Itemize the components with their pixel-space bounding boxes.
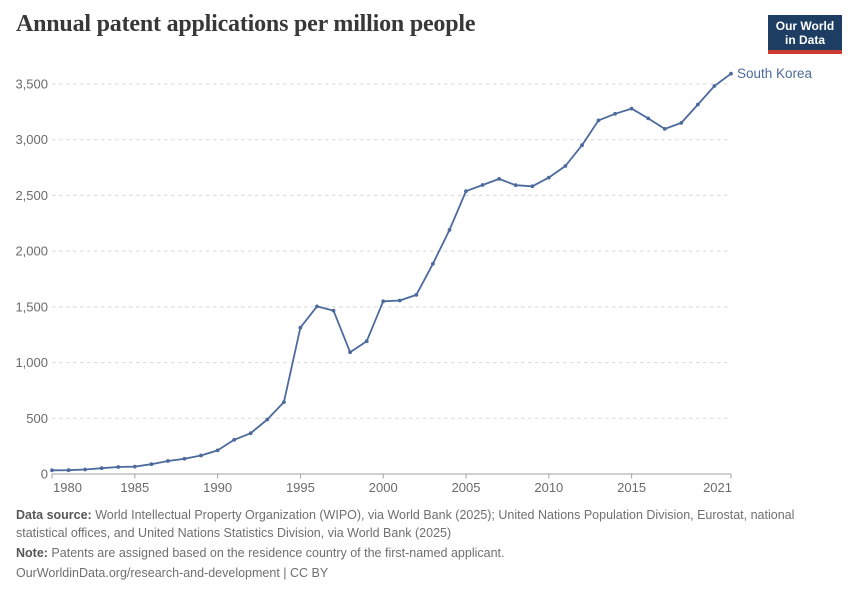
y-axis-labels: 0 500 1,000 1,500 2,000 2,500 3,000 3,500 (15, 77, 48, 482)
data-point[interactable] (662, 126, 667, 131)
data-point[interactable] (282, 400, 286, 404)
y-tick-label: 0 (41, 467, 48, 482)
data-point[interactable] (679, 121, 684, 125)
data-point[interactable] (99, 466, 104, 471)
data-point[interactable] (265, 417, 270, 422)
data-point[interactable] (431, 261, 435, 266)
x-tick-label: 2021 (703, 480, 732, 495)
chart-footer: Data source: World Intellectual Property… (16, 507, 834, 585)
data-point[interactable] (696, 102, 700, 107)
y-tick-label: 1,500 (15, 299, 48, 314)
data-point[interactable] (232, 437, 237, 442)
y-tick-label: 1,000 (15, 355, 48, 370)
data-point[interactable] (331, 308, 336, 313)
data-point[interactable] (563, 164, 568, 168)
data-point[interactable] (596, 118, 601, 123)
data-point[interactable] (215, 448, 220, 453)
data-point[interactable] (315, 304, 319, 309)
entity-label[interactable]: South Korea (737, 66, 813, 81)
data-point[interactable] (50, 468, 54, 473)
note-label: Note: (16, 545, 48, 560)
data-point[interactable] (248, 431, 253, 436)
note-text: Patents are assigned based on the reside… (47, 545, 505, 560)
data-point[interactable] (530, 184, 535, 189)
data-point[interactable] (712, 84, 717, 88)
owid-logo-line1: Our World (775, 19, 835, 33)
data-point[interactable] (66, 468, 71, 473)
chart-title: Annual patent applications per million p… (16, 11, 476, 37)
data-point[interactable] (199, 453, 203, 458)
x-tick-label: 1990 (203, 480, 232, 495)
y-tick-label: 2,500 (15, 188, 48, 203)
x-tick-label: 1980 (53, 480, 82, 495)
data-point[interactable] (646, 116, 651, 121)
data-point[interactable] (132, 464, 137, 469)
data-source-text: World Intellectual Property Organization… (16, 508, 795, 540)
data-point[interactable] (298, 325, 303, 330)
data-point[interactable] (381, 299, 386, 304)
owid-logo[interactable]: Our World in Data (768, 15, 842, 54)
y-tick-label: 3,500 (15, 77, 48, 92)
data-point[interactable] (513, 183, 518, 188)
data-point[interactable] (447, 228, 452, 232)
license-line: OurWorldinData.org/research-and-developm… (16, 565, 329, 580)
data-point[interactable] (116, 465, 121, 469)
data-point[interactable] (613, 111, 617, 116)
data-source-label: Data source: (16, 508, 92, 522)
line-south-korea[interactable] (51, 72, 732, 472)
data-point[interactable] (414, 293, 419, 297)
data-point[interactable] (729, 71, 733, 76)
x-axis-labels: 1980 1985 1990 1995 2000 2005 2010 2015 2021 (51, 474, 732, 495)
data-point[interactable] (546, 175, 551, 180)
data-point[interactable] (629, 106, 634, 111)
data-point[interactable] (149, 462, 154, 467)
data-source-line: Data source: World Intellectual Property… (16, 507, 834, 542)
data-point[interactable] (580, 143, 584, 148)
y-tick-label: 3,000 (15, 132, 48, 147)
x-tick-label: 2010 (534, 480, 563, 495)
y-gridlines (52, 83, 731, 419)
data-point[interactable] (497, 177, 501, 181)
y-tick-label: 2,000 (15, 244, 48, 259)
owid-logo-line2: in Data (784, 33, 825, 47)
x-tick-label: 2015 (617, 480, 646, 495)
data-point[interactable] (480, 183, 485, 187)
data-point[interactable] (348, 350, 352, 355)
x-tick-label: 1985 (120, 480, 149, 495)
data-point[interactable] (182, 456, 187, 461)
y-tick-label: 500 (26, 411, 48, 426)
data-point[interactable] (166, 459, 170, 463)
x-tick-label: 2000 (369, 480, 398, 495)
data-point[interactable] (364, 339, 369, 344)
data-point[interactable] (397, 298, 402, 303)
x-tick-label: 2005 (452, 480, 481, 495)
x-tick-label: 1995 (286, 480, 315, 495)
note-line: Note: Patents are assigned based on the … (16, 545, 834, 563)
data-point[interactable] (464, 189, 468, 194)
data-point[interactable] (83, 467, 87, 472)
data-points (50, 71, 733, 473)
